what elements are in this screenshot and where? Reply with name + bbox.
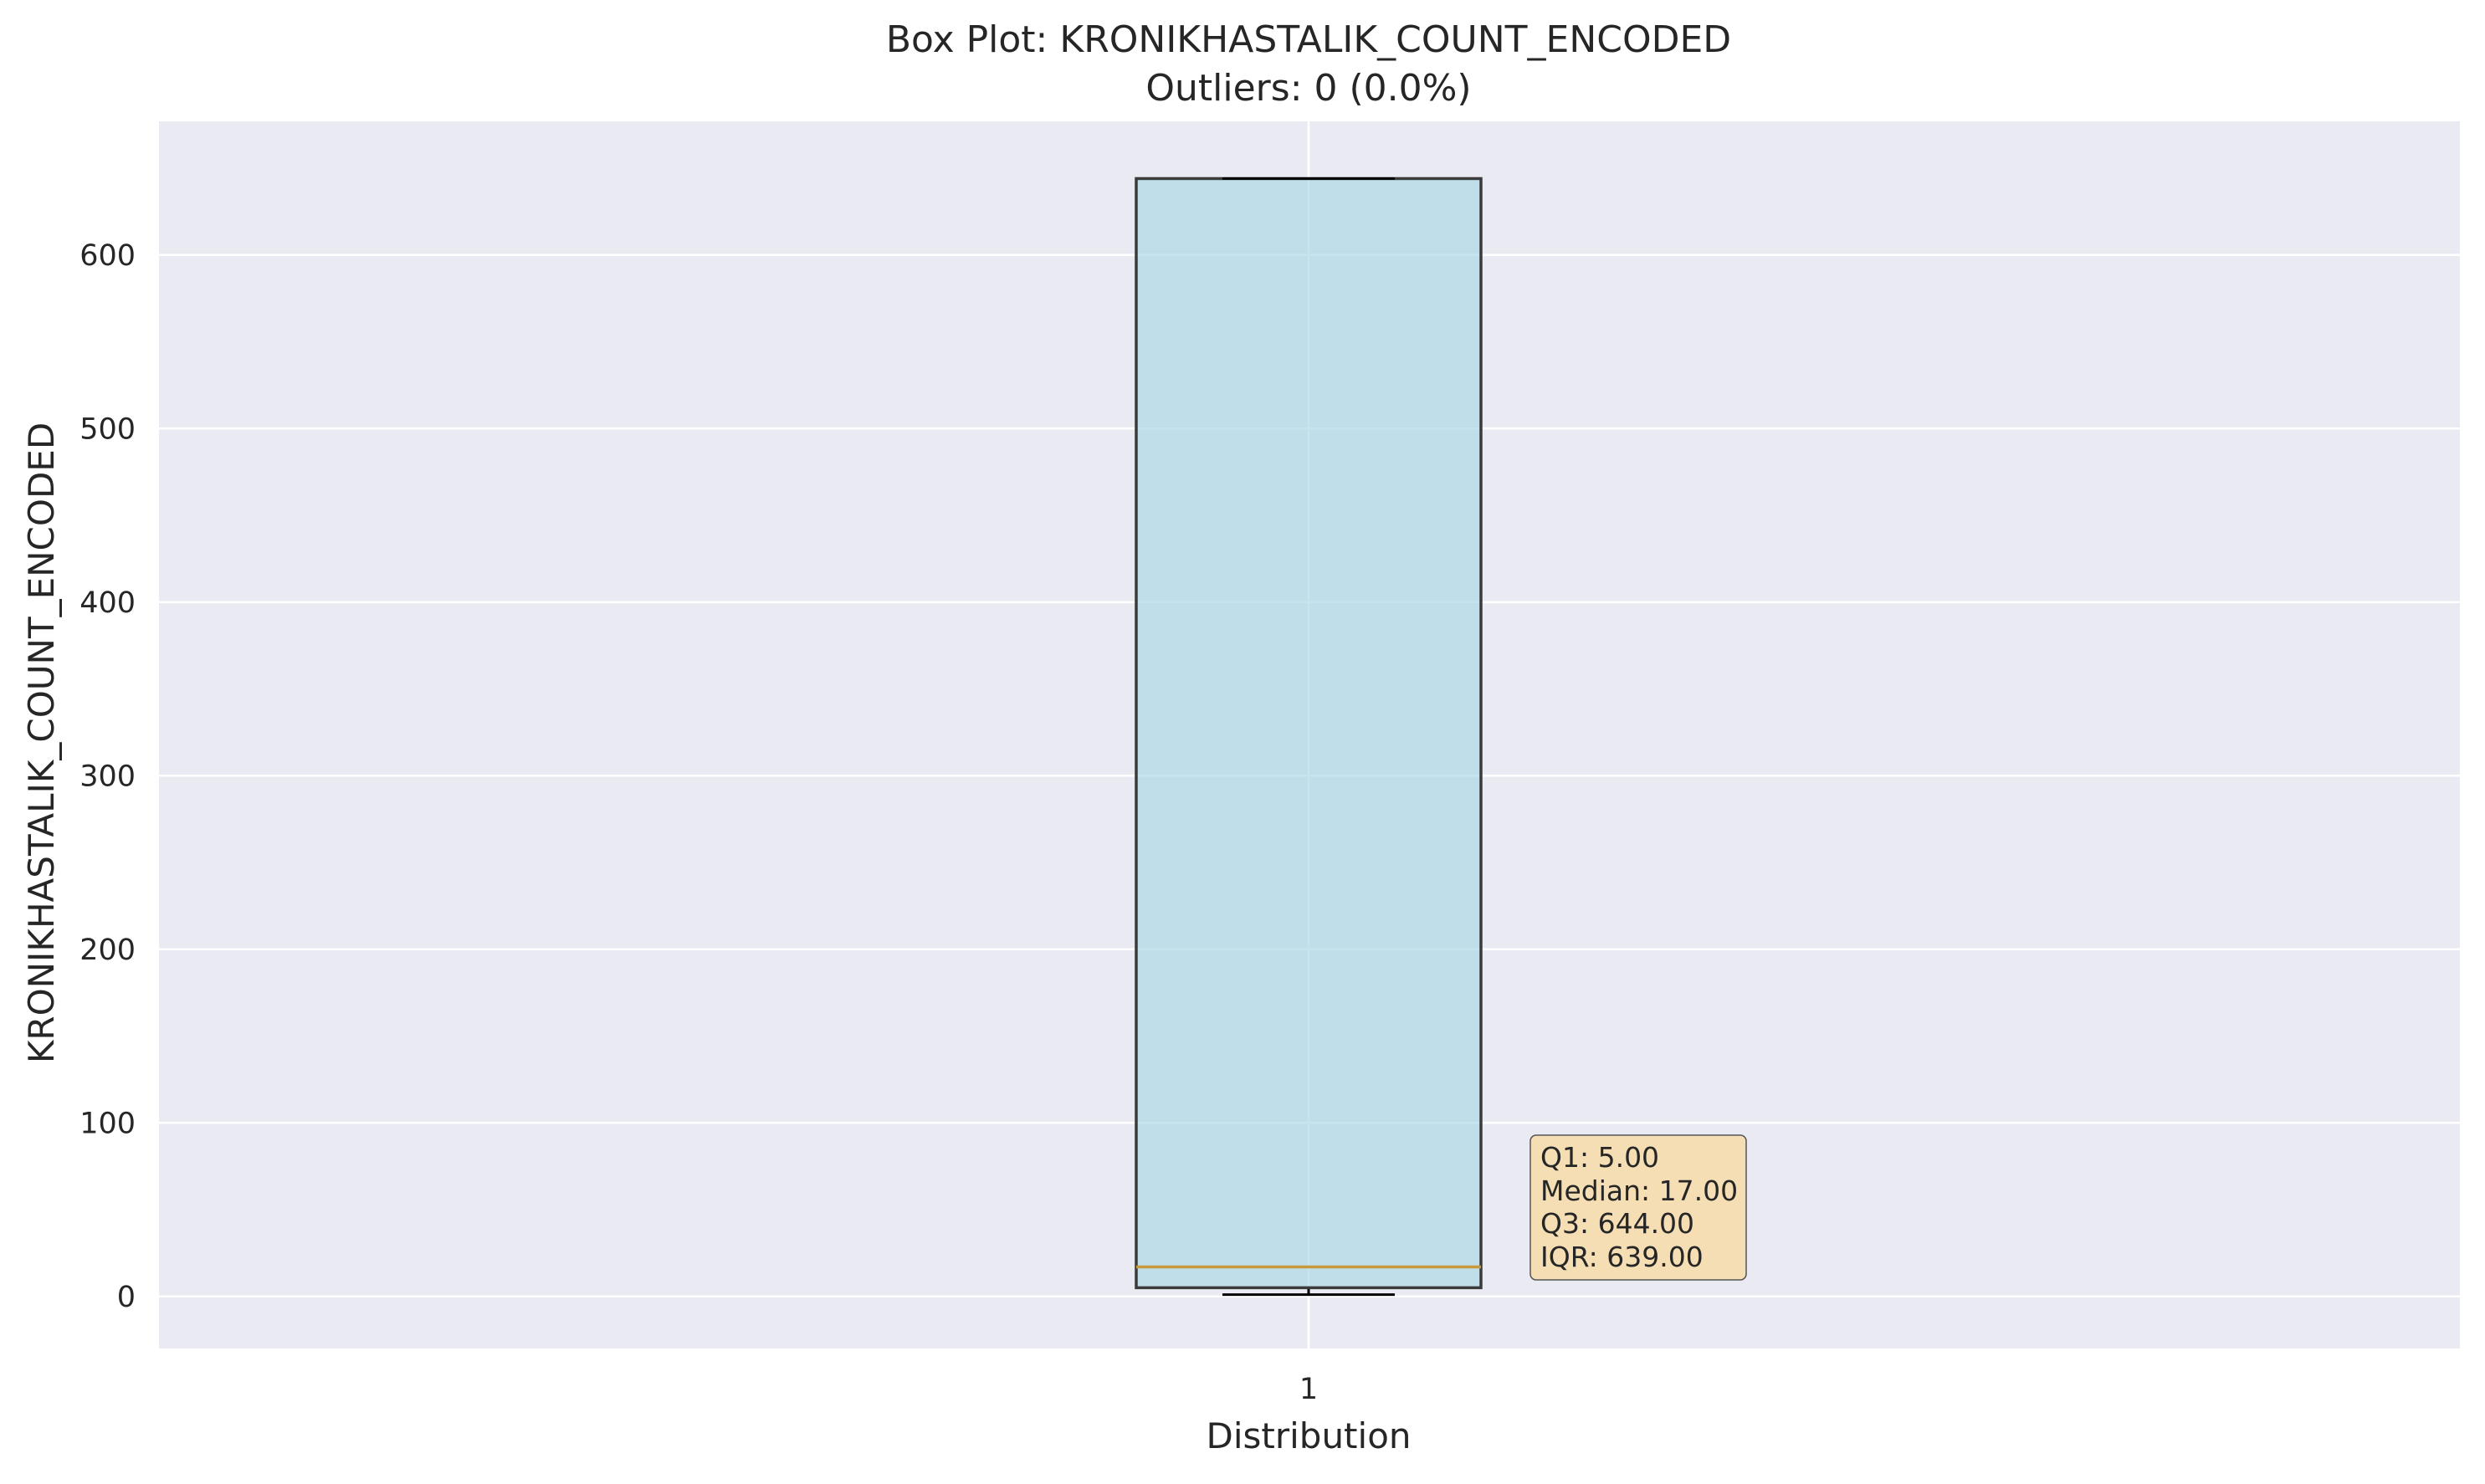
x-axis-label: Distribution xyxy=(1206,1415,1411,1456)
x-tick-label-1: 1 xyxy=(1299,1373,1318,1406)
x-axis-ticks: 1 xyxy=(1299,1373,1318,1406)
chart-title: Box Plot: KRONIKHASTALIK_COUNT_ENCODED xyxy=(886,18,1731,61)
y-axis-label: KRONIKHASTALIK_COUNT_ENCODED xyxy=(21,422,62,1063)
y-axis-ticks: 0 100 200 300 400 500 600 xyxy=(79,239,136,1314)
stats-line-iqr: IQR: 639.00 xyxy=(1540,1241,1704,1273)
stats-annotation: Q1: 5.00 Median: 17.00 Q3: 644.00 IQR: 6… xyxy=(1529,1134,1747,1281)
chart-subtitle: Outliers: 0 (0.0%) xyxy=(1145,67,1471,110)
stats-line-median: Median: 17.00 xyxy=(1540,1174,1738,1207)
stats-line-q3: Q3: 644.00 xyxy=(1540,1207,1694,1240)
stats-box xyxy=(1529,1134,1747,1281)
y-tick-label-200: 200 xyxy=(79,934,136,967)
y-tick-label-100: 100 xyxy=(79,1107,136,1140)
iqr-box xyxy=(1135,177,1483,1290)
box-element xyxy=(1135,177,1483,1297)
y-tick-label-0: 0 xyxy=(117,1281,136,1314)
y-tick-label-600: 600 xyxy=(79,239,136,273)
y-tick-label-500: 500 xyxy=(79,412,136,446)
y-tick-label-300: 300 xyxy=(79,760,136,793)
stats-line-q1: Q1: 5.00 xyxy=(1540,1141,1659,1174)
y-tick-label-400: 400 xyxy=(79,586,136,620)
